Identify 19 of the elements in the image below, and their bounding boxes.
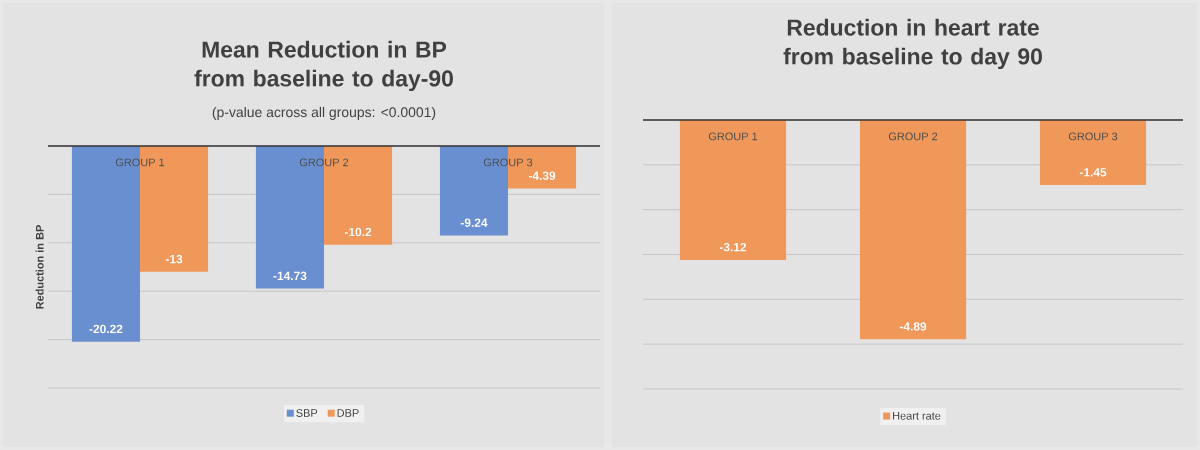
data-label: -4.89 <box>899 322 927 331</box>
chart-title: Mean Reduction in BP from baseline to day-90 <box>194 40 453 92</box>
data-label: -4.39 <box>528 171 556 180</box>
x-tick-label: GROUP 1 <box>708 132 758 141</box>
data-label: -20.22 <box>89 324 123 334</box>
data-label: -1.45 <box>1079 168 1107 177</box>
data-label: -13 <box>165 254 183 264</box>
x-tick-label: GROUP 3 <box>1068 132 1118 141</box>
data-label: -9.24 <box>460 218 488 227</box>
x-tick-label: GROUP 2 <box>888 132 938 141</box>
legend-label: DBP <box>337 409 359 417</box>
chart-subtitle: (p-value across all groups: <0.0001) <box>212 106 436 120</box>
data-label: -3.12 <box>719 242 747 252</box>
legend-label: SBP <box>296 409 318 417</box>
legend-label: Heart rate <box>893 412 941 420</box>
data-label: -14.73 <box>273 271 307 281</box>
data-label: -10.2 <box>344 227 372 237</box>
chart-title: Reduction in heart rate from baseline to day 90 <box>783 18 1042 70</box>
y-axis-title: Reduction in BP <box>35 225 44 309</box>
